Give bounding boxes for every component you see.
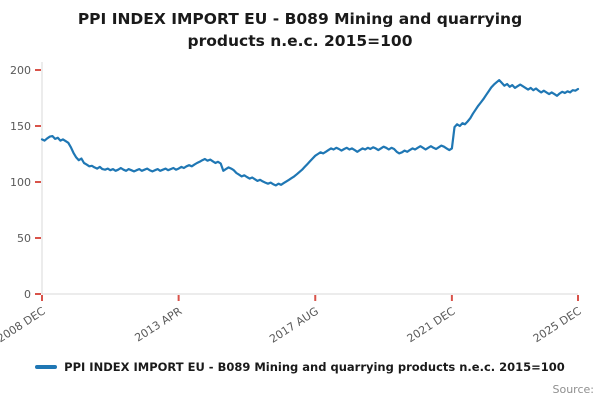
x-tick-label: 2025 DEC bbox=[531, 304, 584, 345]
legend-line-swatch bbox=[35, 365, 58, 369]
y-tick-label: 200 bbox=[10, 64, 31, 77]
legend: PPI INDEX IMPORT EU - B089 Mining and qu… bbox=[0, 360, 600, 374]
source-label: Source: bbox=[552, 383, 595, 396]
legend-label: PPI INDEX IMPORT EU - B089 Mining and qu… bbox=[64, 360, 565, 374]
x-tick-label: 2017 AUG bbox=[267, 305, 321, 346]
x-tick-label: 2013 APR bbox=[132, 304, 184, 344]
y-tick-label: 150 bbox=[10, 120, 31, 133]
y-tick-label: 50 bbox=[17, 232, 31, 245]
y-tick-label: 100 bbox=[10, 176, 31, 189]
chart-title: PPI INDEX IMPORT EU - B089 Mining and qu… bbox=[77, 10, 523, 51]
x-tick-label: 2021 DEC bbox=[405, 304, 458, 345]
series-line bbox=[40, 78, 580, 187]
y-tick-label: 0 bbox=[24, 288, 31, 301]
line-chart: 0 50 100 150 200 2008 DEC 2013 APR 2017 AUG 2021… bbox=[0, 62, 584, 346]
x-tick-label: 2008 DEC bbox=[0, 304, 48, 345]
